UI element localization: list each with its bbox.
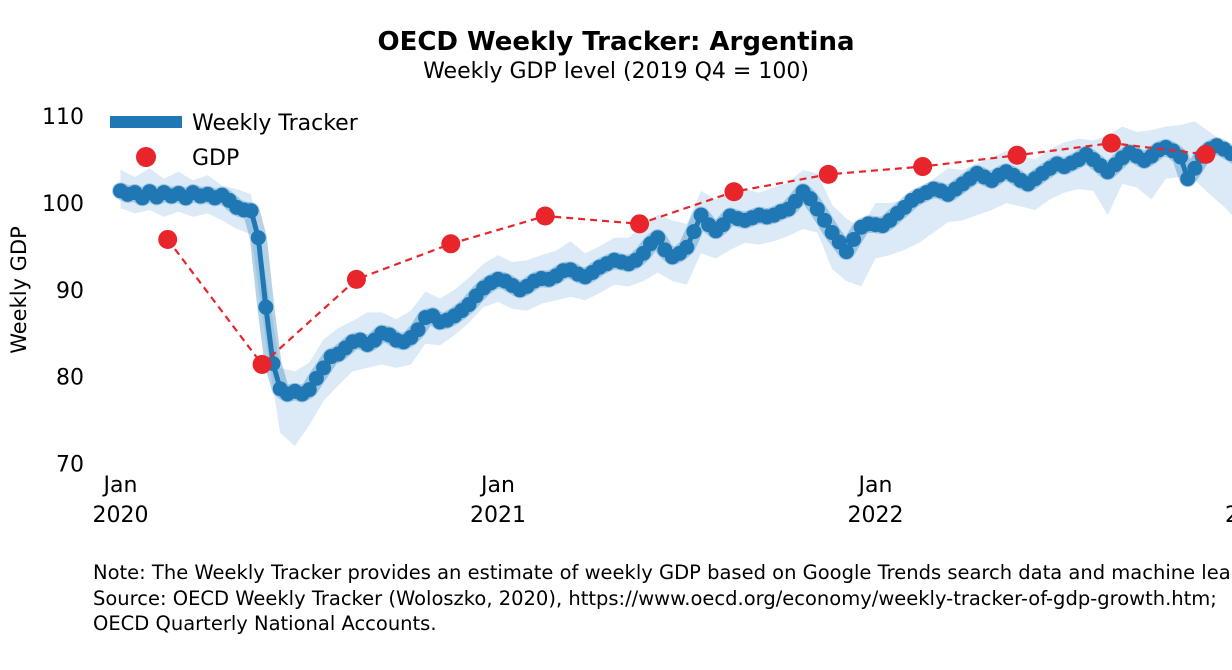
note-line-1: Note: The Weekly Tracker provides an est…	[93, 561, 1232, 584]
legend-label: Weekly Tracker	[192, 111, 359, 136]
chart-title: OECD Weekly Tracker: Argentina	[377, 27, 855, 57]
chart-subtitle: Weekly GDP level (2019 Q4 = 100)	[423, 59, 809, 84]
note-line-3: OECD Quarterly National Accounts.	[93, 612, 437, 635]
x-tick-year: 2021	[470, 503, 526, 528]
y-tick-label: 110	[42, 105, 84, 130]
figure-notes: Note: The Weekly Tracker provides an est…	[93, 560, 1232, 637]
x-tick-month: Jan	[102, 473, 138, 498]
weekly-tracker-markers	[113, 138, 1232, 402]
y-tick-label: 90	[56, 279, 84, 304]
chart-legend: Weekly Tracker GDP	[110, 111, 359, 171]
y-tick-label: 80	[56, 366, 84, 391]
y-tick-label: 70	[56, 452, 84, 477]
legend-line-swatch	[110, 116, 182, 128]
legend-label: GDP	[192, 146, 239, 171]
y-axis-title: Weekly GDP	[7, 226, 31, 354]
gdp-markers	[158, 133, 1216, 374]
x-tick-year: 2022	[848, 503, 904, 528]
note-line-2: Source: OECD Weekly Tracker (Woloszko, 2…	[93, 586, 1217, 610]
y-axis-ticks: 70 80 90 100 110	[42, 105, 84, 477]
x-tick-month: Jan	[857, 473, 893, 498]
x-axis-ticks: Jan2020Jan2021Jan2022Jan2023	[93, 473, 1232, 528]
gdp-dashed-line	[166, 142, 1206, 367]
x-tick-year: 2023	[1225, 503, 1232, 528]
y-tick-label: 100	[42, 192, 84, 217]
y-axis-label: Weekly GDP	[7, 226, 31, 354]
x-tick-year: 2020	[93, 503, 149, 528]
x-tick-month: Jan	[479, 473, 515, 498]
legend-dot-swatch	[136, 147, 156, 167]
